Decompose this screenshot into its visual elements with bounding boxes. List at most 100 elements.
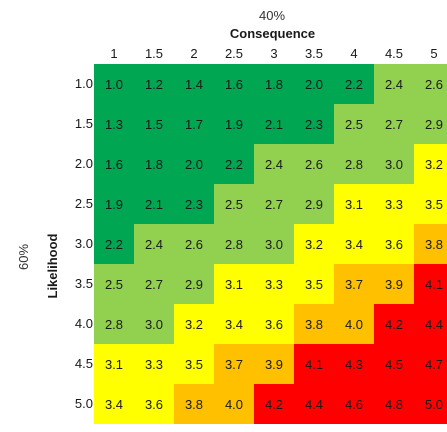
heatmap-cell: 4.7 xyxy=(414,344,447,384)
heatmap-cell: 4.3 xyxy=(334,344,374,384)
heatmap-cell: 3.0 xyxy=(374,144,414,184)
heatmap-cell: 2.5 xyxy=(94,264,134,304)
heatmap-cell: 1.8 xyxy=(254,64,294,104)
x-tick-label: 3.5 xyxy=(304,46,324,61)
heatmap-cell: 1.9 xyxy=(94,184,134,224)
heatmap-cell: 3.0 xyxy=(134,304,174,344)
heatmap-cell: 3.7 xyxy=(334,264,374,304)
heatmap-cell: 3.9 xyxy=(254,344,294,384)
heatmap-cell: 3.8 xyxy=(294,304,334,344)
heatmap-cell: 2.5 xyxy=(334,104,374,144)
heatmap-cell: 3.0 xyxy=(254,224,294,264)
heatmap-cell: 1.9 xyxy=(214,104,254,144)
y-tick-label: 1.5 xyxy=(74,116,93,131)
heatmap-cell: 2.8 xyxy=(214,224,254,264)
heatmap-cell: 1.0 xyxy=(94,64,134,104)
heatmap-cell: 5.0 xyxy=(414,384,447,424)
heatmap-cell: 3.1 xyxy=(94,344,134,384)
heatmap-cell: 3.8 xyxy=(414,224,447,264)
heatmap-cell: 3.2 xyxy=(414,144,447,184)
heatmap-cell: 4.2 xyxy=(374,304,414,344)
heatmap-cell: 2.2 xyxy=(94,224,134,264)
heatmap-cell: 4.1 xyxy=(294,344,334,384)
heatmap-cell: 2.5 xyxy=(214,184,254,224)
y-axis-title: Likelihood xyxy=(45,233,60,299)
x-tick-label: 2.5 xyxy=(224,46,244,61)
heatmap-cell: 3.1 xyxy=(214,264,254,304)
heatmap-cell: 4.1 xyxy=(414,264,447,304)
heatmap-cell: 3.5 xyxy=(174,344,214,384)
y-tick-label: 4.5 xyxy=(74,356,93,371)
y-tick-label: 5.0 xyxy=(74,396,93,411)
heatmap-cell: 2.0 xyxy=(294,64,334,104)
heatmap-cell: 3.6 xyxy=(134,384,174,424)
y-tick-label: 2.5 xyxy=(74,196,93,211)
top-percent-label: 40% xyxy=(258,8,286,23)
heatmap-cell: 1.5 xyxy=(134,104,174,144)
heatmap-cell: 4.4 xyxy=(414,304,447,344)
y-tick-label: 3.0 xyxy=(74,236,93,251)
x-tick-label: 1 xyxy=(110,46,118,61)
heatmap-cell: 1.6 xyxy=(94,144,134,184)
heatmap-cell: 4.0 xyxy=(214,384,254,424)
heatmap-cell: 2.7 xyxy=(254,184,294,224)
y-tick-label: 3.5 xyxy=(74,276,93,291)
heatmap-cell: 2.1 xyxy=(134,184,174,224)
heatmap-cell: 2.8 xyxy=(334,144,374,184)
heatmap-cell: 3.2 xyxy=(294,224,334,264)
heatmap-cell: 2.6 xyxy=(294,144,334,184)
left-percent-label: 60% xyxy=(16,243,31,271)
heatmap-cell: 3.1 xyxy=(334,184,374,224)
heatmap-cell: 4.0 xyxy=(334,304,374,344)
heatmap-cell: 3.5 xyxy=(294,264,334,304)
heatmap-cell: 2.0 xyxy=(174,144,214,184)
heatmap-cell: 3.5 xyxy=(414,184,447,224)
heatmap-cell: 3.4 xyxy=(334,224,374,264)
heatmap-cell: 3.3 xyxy=(134,344,174,384)
heatmap-cell: 4.6 xyxy=(334,384,374,424)
heatmap-cell: 3.4 xyxy=(94,384,134,424)
heatmap-cell: 2.4 xyxy=(254,144,294,184)
heatmap-cell: 3.8 xyxy=(174,384,214,424)
heatmap-cell: 1.4 xyxy=(174,64,214,104)
heatmap-cell: 1.6 xyxy=(214,64,254,104)
heatmap-cell: 2.9 xyxy=(174,264,214,304)
heatmap-cell: 3.4 xyxy=(214,304,254,344)
heatmap-cell: 2.4 xyxy=(374,64,414,104)
heatmap-cell: 4.8 xyxy=(374,384,414,424)
y-tick-label: 1.0 xyxy=(74,76,93,91)
heatmap-cell: 2.7 xyxy=(374,104,414,144)
heatmap-cell: 4.4 xyxy=(294,384,334,424)
heatmap-cell: 2.2 xyxy=(334,64,374,104)
heatmap-cell: 1.8 xyxy=(134,144,174,184)
heatmap-cell: 1.3 xyxy=(94,104,134,144)
x-tick-label: 1.5 xyxy=(144,46,164,61)
heatmap-cell: 4.2 xyxy=(254,384,294,424)
heatmap-cell: 3.7 xyxy=(214,344,254,384)
heatmap-cell: 3.6 xyxy=(254,304,294,344)
heatmap-cell: 2.4 xyxy=(134,224,174,264)
heatmap-cell: 2.6 xyxy=(174,224,214,264)
x-tick-label: 5 xyxy=(430,46,438,61)
y-tick-label: 2.0 xyxy=(74,156,93,171)
heatmap-cell: 1.2 xyxy=(134,64,174,104)
heatmap-cell: 1.7 xyxy=(174,104,214,144)
x-tick-label: 3 xyxy=(270,46,278,61)
heatmap-cell: 2.9 xyxy=(414,104,447,144)
x-axis-title: Consequence xyxy=(229,26,316,41)
x-tick-label: 4 xyxy=(350,46,358,61)
x-tick-label: 2 xyxy=(190,46,198,61)
heatmap-cell: 3.3 xyxy=(254,264,294,304)
heatmap-cell: 4.5 xyxy=(374,344,414,384)
heatmap-cell: 3.2 xyxy=(174,304,214,344)
heatmap-cell: 2.8 xyxy=(94,304,134,344)
heatmap-cell: 2.3 xyxy=(294,104,334,144)
heatmap-cell: 2.3 xyxy=(174,184,214,224)
x-tick-label: 4.5 xyxy=(384,46,404,61)
heatmap-cell: 2.7 xyxy=(134,264,174,304)
heatmap-cell: 2.9 xyxy=(294,184,334,224)
heatmap-cell: 2.1 xyxy=(254,104,294,144)
y-tick-label: 4.0 xyxy=(74,316,93,331)
heatmap-cell: 3.9 xyxy=(374,264,414,304)
heatmap-cell: 2.6 xyxy=(414,64,447,104)
